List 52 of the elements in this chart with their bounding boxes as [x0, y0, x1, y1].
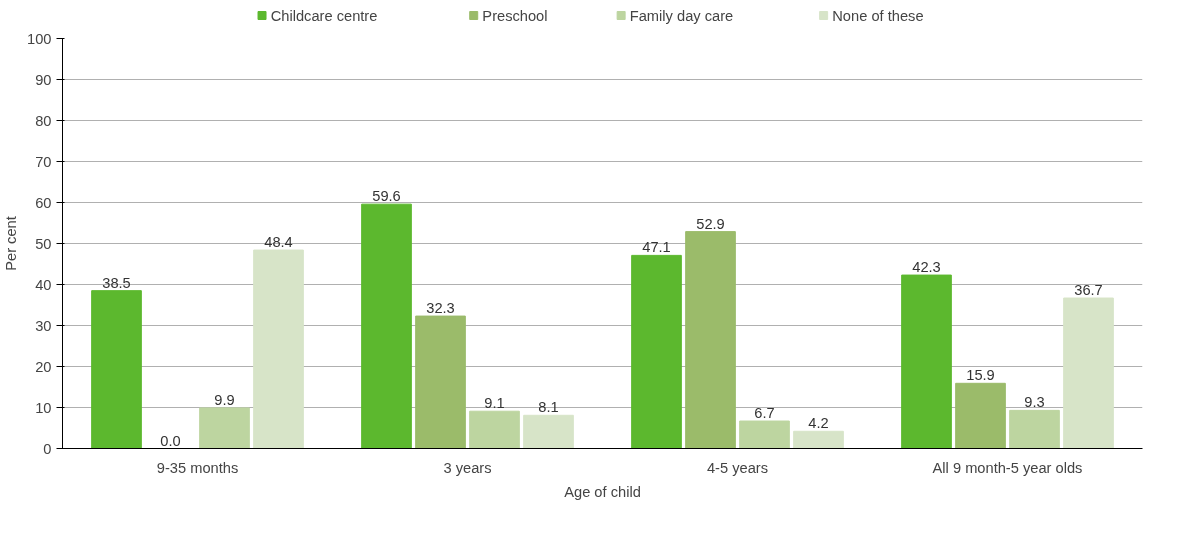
- y-tick-label: 100: [27, 30, 52, 47]
- data-label: 9.1: [484, 395, 505, 412]
- bar: [415, 315, 466, 449]
- legend-label: Childcare centre: [270, 7, 378, 24]
- bar: [199, 407, 250, 449]
- bar: [469, 410, 520, 449]
- legend-label: Family day care: [629, 7, 734, 24]
- bar: [1009, 409, 1060, 449]
- x-tick-label: 4-5 years: [706, 459, 769, 476]
- data-label: 15.9: [966, 367, 995, 384]
- bar: [361, 203, 412, 449]
- data-label: 9.9: [214, 391, 235, 408]
- data-label: 59.6: [372, 188, 401, 205]
- data-label: 8.1: [538, 399, 559, 416]
- bar: [1063, 297, 1114, 449]
- x-tick-label: 9-35 months: [156, 459, 239, 476]
- data-label: 42.3: [912, 259, 941, 276]
- data-label: 6.7: [754, 405, 775, 422]
- data-label: 36.7: [1074, 282, 1103, 299]
- bar: [685, 231, 736, 449]
- bar: [955, 382, 1006, 449]
- bar: [91, 290, 142, 449]
- legend-label: Preschool: [482, 7, 548, 24]
- bar: [793, 430, 844, 449]
- y-tick-label: 90: [35, 71, 52, 88]
- data-label: 47.1: [642, 239, 671, 256]
- bar: [901, 274, 952, 449]
- legend-label: None of these: [832, 7, 924, 24]
- data-label: 32.3: [426, 300, 455, 317]
- x-tick-label: All 9 month-5 year olds: [932, 459, 1083, 476]
- x-tick-label: 3 years: [443, 459, 492, 476]
- bar: [253, 249, 304, 449]
- x-axis-title: Age of child: [564, 483, 641, 500]
- y-tick-label: 0: [43, 440, 52, 457]
- data-label: 52.9: [696, 215, 725, 232]
- y-axis-title: Per cent: [3, 216, 20, 271]
- y-tick-label: 20: [35, 358, 52, 375]
- y-tick-label: 10: [35, 399, 52, 416]
- bar: [631, 254, 682, 449]
- y-tick-label: 30: [35, 317, 52, 334]
- y-tick-label: 40: [35, 276, 52, 293]
- data-label: 9.3: [1024, 394, 1045, 411]
- bar: [523, 414, 574, 449]
- y-tick-label: 60: [35, 194, 52, 211]
- bar: [739, 420, 790, 449]
- y-tick-label: 50: [35, 235, 52, 252]
- data-label: 48.4: [264, 234, 293, 251]
- y-tick-label: 70: [35, 153, 52, 170]
- data-label: 0.0: [160, 432, 181, 449]
- data-label: 4.2: [808, 415, 829, 432]
- y-tick-label: 80: [35, 112, 52, 129]
- data-label: 38.5: [102, 274, 131, 291]
